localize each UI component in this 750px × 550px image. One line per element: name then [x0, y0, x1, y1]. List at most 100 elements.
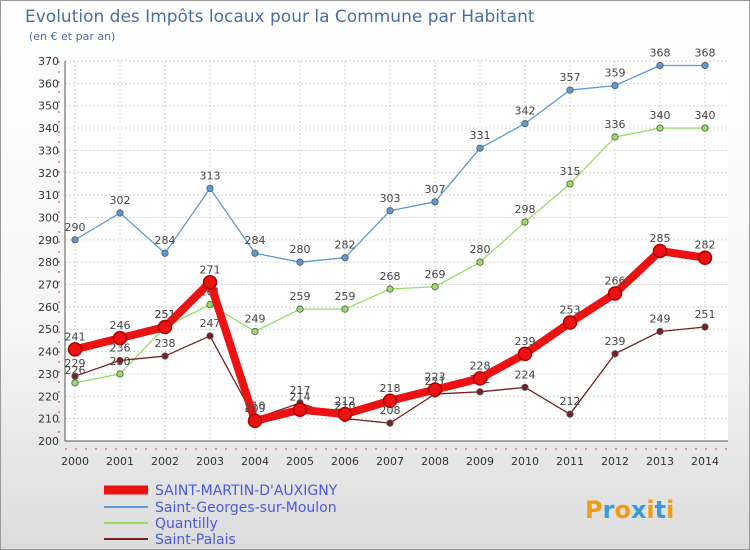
- data-point: [116, 370, 124, 378]
- data-label: 340: [695, 109, 716, 122]
- x-tick-label: 2012: [601, 455, 629, 468]
- data-label: 280: [290, 243, 311, 256]
- data-point: [292, 402, 308, 417]
- x-tick-label: 2006: [331, 455, 359, 468]
- data-point: [296, 305, 304, 313]
- data-point: [517, 346, 533, 362]
- data-label: 266: [605, 274, 626, 287]
- data-point: [427, 382, 443, 397]
- data-label: 218: [380, 382, 401, 395]
- legend-label: SAINT-MARTIN-D'AUXIGNY: [155, 483, 338, 499]
- data-label: 280: [470, 243, 491, 256]
- data-point: [251, 327, 259, 336]
- data-point: [116, 356, 124, 365]
- y-tick-label: 200: [38, 435, 59, 448]
- y-tick-label: 270: [38, 279, 59, 292]
- data-label: 209: [245, 402, 266, 415]
- data-label: 303: [380, 192, 401, 205]
- data-label: 269: [425, 268, 446, 281]
- x-tick-label: 2004: [241, 455, 269, 468]
- data-point: [116, 209, 124, 217]
- data-label: 239: [515, 335, 536, 348]
- y-tick-label: 260: [38, 301, 59, 314]
- data-point: [296, 258, 304, 266]
- data-point: [341, 305, 349, 313]
- chart-subtitle: (en € et par an): [29, 30, 116, 43]
- data-point: [247, 413, 263, 429]
- data-label: 298: [515, 203, 536, 216]
- x-tick-label: 2008: [421, 455, 449, 468]
- data-point: [521, 218, 529, 226]
- x-tick-label: 2000: [61, 455, 89, 468]
- data-label: 253: [560, 304, 581, 317]
- data-point: [652, 243, 668, 259]
- data-point: [71, 379, 79, 387]
- data-label: 217: [290, 384, 311, 397]
- data-point: [472, 371, 488, 386]
- x-tick-label: 2013: [646, 455, 674, 468]
- y-tick-label: 310: [38, 189, 59, 202]
- chart-title: Evolution des Impôts locaux pour la Comm…: [25, 7, 535, 27]
- data-label: 282: [695, 239, 716, 252]
- data-label: 342: [515, 105, 536, 118]
- data-point: [607, 286, 623, 301]
- data-point: [206, 184, 214, 193]
- data-point: [476, 144, 484, 152]
- data-point: [521, 119, 529, 128]
- data-point: [431, 198, 439, 206]
- data-point: [562, 315, 578, 330]
- data-label: 251: [695, 308, 716, 321]
- data-point: [656, 327, 664, 336]
- y-tick-label: 370: [38, 55, 59, 68]
- data-point: [202, 275, 218, 290]
- data-label: 284: [155, 234, 176, 247]
- legend-label: Quantilly: [155, 516, 218, 532]
- data-label: 359: [605, 67, 626, 80]
- y-tick-label: 250: [38, 323, 59, 336]
- data-label: 315: [560, 165, 581, 178]
- legend-label: Saint-Palais: [155, 532, 236, 548]
- y-tick-label: 340: [38, 122, 59, 135]
- data-label: 307: [425, 183, 446, 196]
- data-label: 259: [335, 290, 356, 303]
- data-point: [157, 319, 173, 335]
- data-point: [656, 61, 664, 70]
- legend-label: Saint-Georges-sur-Moulon: [155, 500, 337, 516]
- data-point: [521, 383, 529, 391]
- data-label: 268: [380, 270, 401, 283]
- y-tick-label: 230: [38, 368, 59, 381]
- data-label: 336: [605, 118, 626, 131]
- y-tick-label: 300: [38, 211, 59, 224]
- data-point: [701, 323, 709, 331]
- y-tick-label: 210: [38, 413, 59, 426]
- data-point: [611, 133, 619, 141]
- data-label: 208: [380, 404, 401, 417]
- y-tick-label: 350: [38, 100, 59, 113]
- x-tick-label: 2010: [511, 455, 539, 468]
- data-point: [67, 342, 83, 357]
- data-label: 212: [560, 395, 581, 408]
- data-label: 259: [290, 290, 311, 303]
- data-label: 313: [200, 169, 221, 182]
- data-label: 251: [155, 308, 176, 321]
- y-tick-label: 220: [38, 390, 59, 403]
- x-tick-label: 2002: [151, 455, 179, 468]
- plot-area: [65, 61, 728, 441]
- x-tick-label: 2003: [196, 455, 224, 468]
- x-tick-label: 2007: [376, 455, 404, 468]
- data-point: [386, 285, 394, 293]
- data-point: [611, 81, 619, 90]
- data-label: 368: [695, 46, 716, 59]
- data-point: [382, 393, 398, 409]
- data-point: [112, 330, 128, 346]
- data-point: [161, 352, 169, 360]
- data-label: 241: [65, 330, 86, 343]
- data-label: 368: [650, 46, 671, 59]
- proxiti-logo: Proxiti: [585, 496, 674, 524]
- data-label: 212: [335, 395, 356, 408]
- data-label: 285: [650, 232, 671, 245]
- data-label: 246: [110, 319, 131, 332]
- data-label: 284: [245, 234, 266, 247]
- data-label: 247: [200, 317, 221, 330]
